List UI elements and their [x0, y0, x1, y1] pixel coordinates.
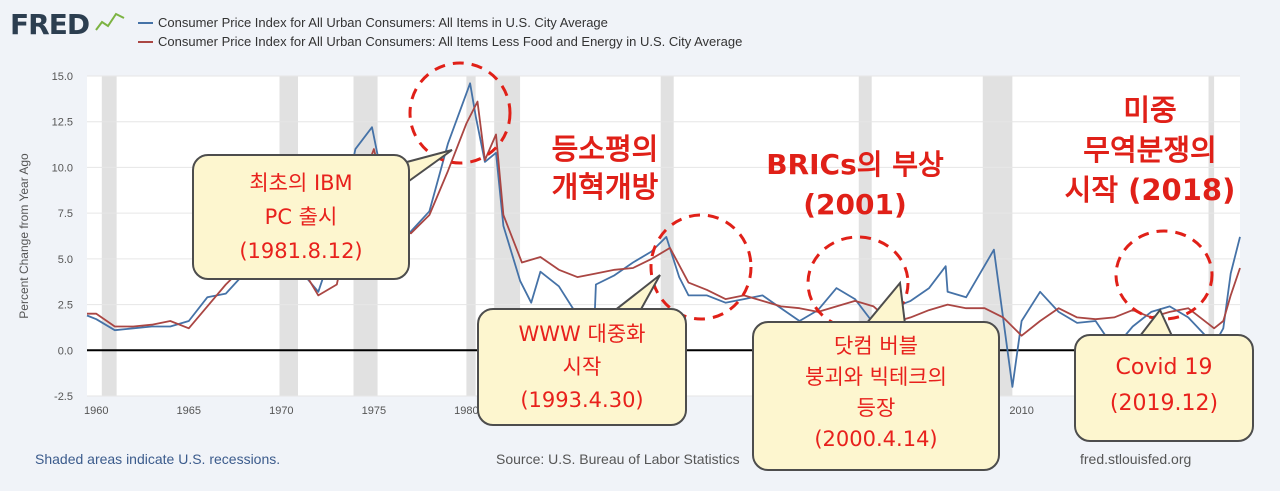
y-tick-label: -2.5 [54, 391, 73, 403]
annotation-trade-line1: 미중 [1123, 93, 1177, 127]
y-tick-label: 15.0 [52, 71, 73, 83]
header: FRED Consumer Price Index for All Urban … [0, 0, 1280, 60]
y-tick-label: 0.0 [58, 345, 73, 357]
callout-www-line2: 시작 [562, 355, 602, 379]
legend: Consumer Price Index for All Urban Consu… [138, 13, 742, 51]
callout-dotcom-line2: 붕괴와 빅테크의 [805, 365, 947, 389]
callout-ibm: 최초의 IBM PC 출시 (1981.8.12) [192, 154, 410, 280]
annotation-trade: 미중 무역분쟁의 시작 (2018) [1040, 90, 1260, 210]
x-tick-label: 1980 [454, 405, 478, 417]
site-link[interactable]: fred.stlouisfed.org [1080, 451, 1192, 467]
annotation-deng-line1: 등소평의 [551, 132, 659, 166]
callout-dotcom-line4: (2000.4.14) [814, 427, 938, 451]
x-tick-label: 1960 [84, 405, 108, 417]
callout-dotcom-line1: 닷컴 버블 [834, 334, 918, 358]
annotation-brics: BRICs의 부상 (2001) [745, 145, 965, 225]
recession-note: Shaded areas indicate U.S. recessions. [35, 451, 281, 467]
callout-dotcom-line3: 등장 [856, 396, 896, 420]
callout-covid-line2: (2019.12) [1109, 391, 1219, 416]
y-axis-label: Percent Change from Year Ago [17, 153, 31, 319]
callout-www-line3: (1993.4.30) [520, 388, 644, 412]
x-tick-label: 1975 [362, 405, 386, 417]
callout-ibm-line3: (1981.8.12) [239, 239, 363, 263]
legend-label: Consumer Price Index for All Urban Consu… [158, 15, 608, 30]
y-tick-label: 7.5 [58, 208, 73, 220]
callout-ibm-line2: PC 출시 [264, 205, 338, 229]
legend-swatch-red [138, 40, 153, 43]
annotation-deng-line2: 개혁개방 [551, 170, 659, 204]
y-tick-label: 2.5 [58, 300, 73, 312]
annotation-brics-line2: (2001) [803, 188, 907, 221]
legend-item-all-items: Consumer Price Index for All Urban Consu… [138, 13, 742, 32]
callout-www-line1: WWW 대중화 [518, 322, 646, 346]
recession-band [466, 76, 476, 396]
annotation-trade-line3: 시작 (2018) [1064, 173, 1236, 207]
x-tick-label: 1965 [177, 405, 201, 417]
legend-swatch-blue [138, 21, 153, 24]
annotation-brics-line1: BRICs의 부상 [766, 148, 944, 181]
fred-logo[interactable]: FRED [10, 8, 90, 41]
y-tick-label: 5.0 [58, 254, 73, 266]
y-tick-label: 12.5 [52, 117, 73, 129]
legend-label: Consumer Price Index for All Urban Consu… [158, 34, 743, 49]
callout-covid-line1: Covid 19 [1115, 355, 1213, 380]
recession-band [101, 76, 117, 396]
callout-covid: Covid 19 (2019.12) [1074, 334, 1254, 442]
annotation-deng: 등소평의 개혁개방 [520, 130, 690, 206]
callout-dotcom: 닷컴 버블 붕괴와 빅테크의 등장 (2000.4.14) [752, 321, 1000, 471]
x-tick-label: 2010 [1009, 405, 1033, 417]
callout-ibm-line1: 최초의 IBM [249, 171, 353, 195]
y-tick-label: 10.0 [52, 162, 73, 174]
annotation-trade-line2: 무역분쟁의 [1083, 133, 1217, 167]
source-note: Source: U.S. Bureau of Labor Statistics [496, 451, 740, 467]
x-tick-label: 1970 [269, 405, 293, 417]
callout-www: WWW 대중화 시작 (1993.4.30) [477, 308, 687, 426]
legend-item-core: Consumer Price Index for All Urban Consu… [138, 32, 742, 51]
